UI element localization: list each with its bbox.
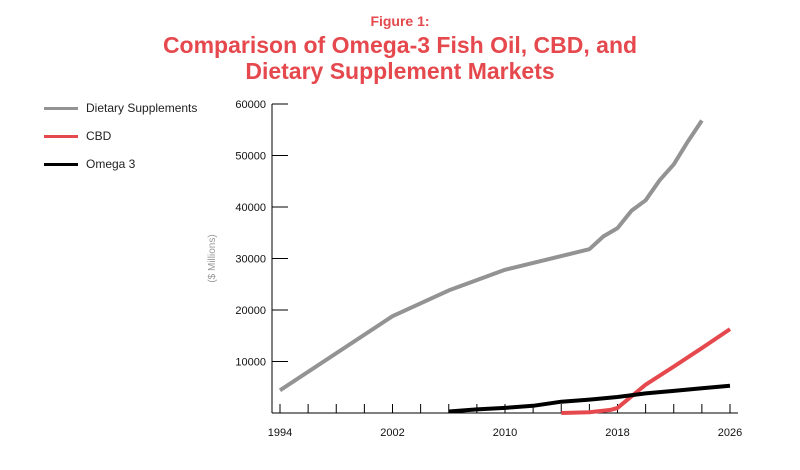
series-line-dietary-supplements: [278, 119, 704, 392]
legend-item-omega-3: Omega 3: [44, 150, 197, 178]
legend-label: Dietary Supplements: [86, 101, 198, 115]
x-tick-label: 2026: [718, 427, 742, 439]
x-tick-label: 2018: [605, 427, 629, 439]
chart-title: Comparison of Omega-3 Fish Oil, CBD, and…: [162, 32, 638, 84]
series-line-omega-3: [448, 383, 731, 414]
legend-label: CBD: [86, 129, 112, 143]
y-tick-label: 30000: [235, 254, 266, 266]
y-tick-label: 60000: [235, 99, 266, 111]
legend-label: Omega 3: [86, 157, 136, 171]
legend-swatch-omega-3: [44, 162, 78, 166]
legend-swatch-dietary-supplements: [44, 106, 78, 110]
legend-swatch-cbd: [44, 134, 78, 138]
y-tick-label: 50000: [235, 151, 266, 163]
y-tick-label: 10000: [235, 357, 266, 369]
legend: Dietary Supplements CBD Omega 3: [44, 94, 197, 178]
x-tick-label: 2010: [493, 427, 517, 439]
y-axis-title: ($ Millions): [207, 234, 218, 282]
y-tick-label: 20000: [235, 305, 266, 317]
legend-item-cbd: CBD: [44, 122, 197, 150]
x-tick-label: 2002: [380, 427, 404, 439]
figure-label: Figure 1:: [370, 13, 430, 29]
y-tick-label: 40000: [235, 202, 266, 214]
x-tick-label: 1994: [268, 427, 292, 439]
legend-item-dietary-supplements: Dietary Supplements: [44, 94, 197, 122]
